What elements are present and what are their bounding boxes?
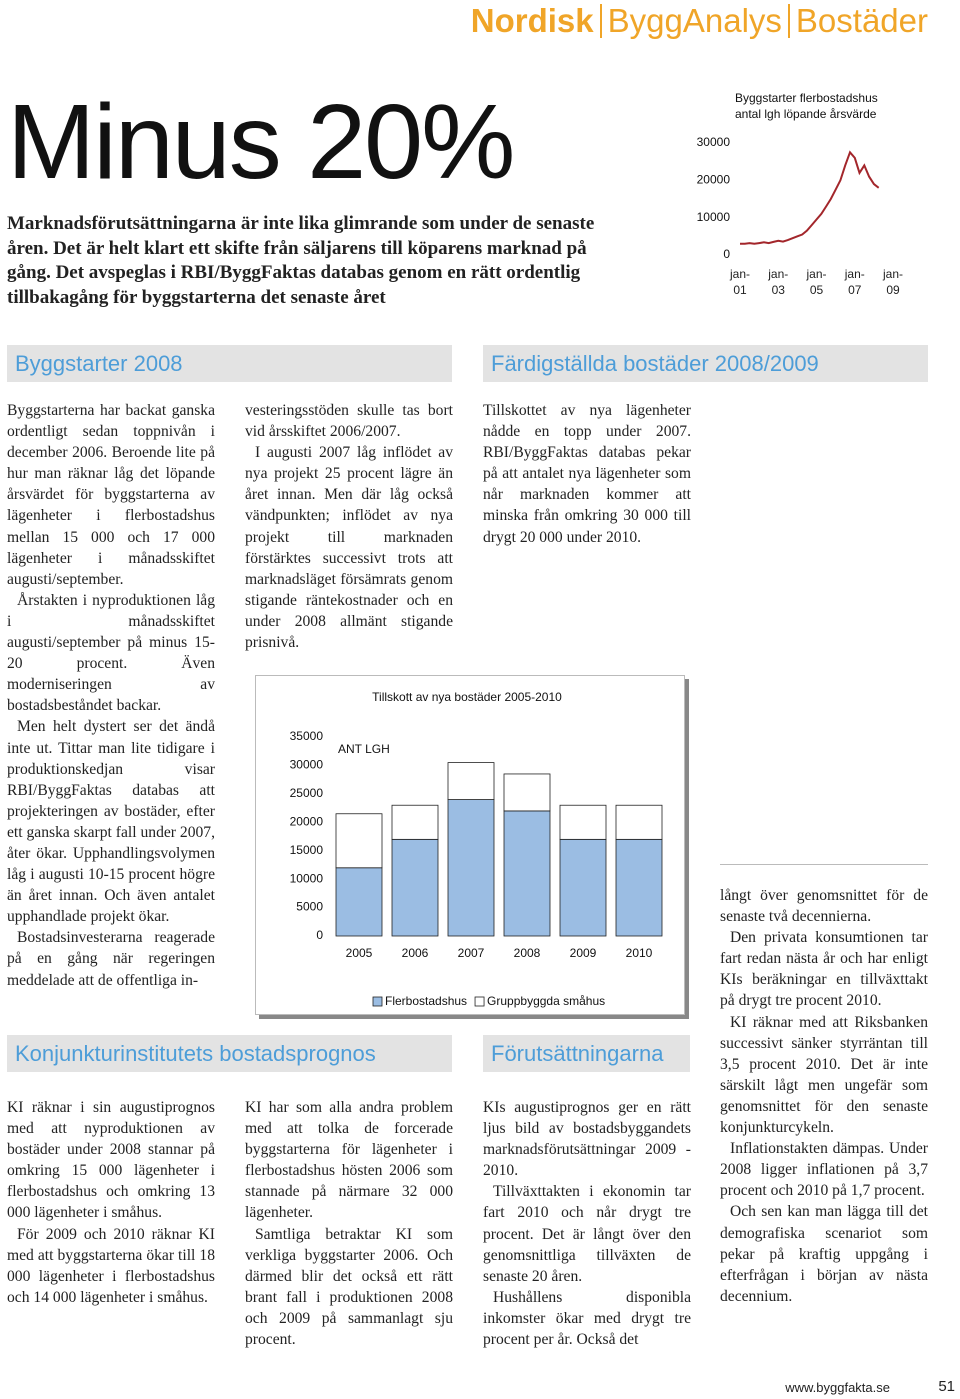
bar-segment [615, 838, 663, 937]
y-tick-label: 15000 [290, 843, 324, 857]
x-tick-label: jan- 03 [768, 267, 789, 297]
section-name: Bostäder [795, 2, 928, 39]
paragraph: Tillväxttakten i ekonomin tar fart 2010 … [483, 1183, 691, 1285]
chart-title: Byggstarter flerbostadshus [735, 91, 878, 105]
text-column: KI räknar i sin augustiprognos med att n… [7, 1097, 215, 1308]
section-heading: Förutsättningarna [483, 1035, 690, 1072]
x-tick-label: jan- 05 [806, 267, 827, 297]
paragraph: Årstakten i nyproduktionen låg i månadss… [7, 591, 215, 715]
paragraph: långt över genomsnittet för de senaste t… [720, 887, 928, 926]
y-tick-label: 0 [723, 247, 730, 261]
bar-segment [503, 773, 551, 812]
bar-segment [503, 810, 551, 937]
bar-segment [615, 804, 663, 840]
page-number: 51 [938, 1378, 955, 1395]
section-heading: Byggstarter 2008 [7, 345, 452, 382]
paragraph: Hushållens disponibla inkomster ökar med… [483, 1288, 691, 1349]
x-tick-label: jan- 09 [882, 267, 903, 297]
y-tick-label: 35000 [290, 729, 324, 743]
masthead: Nordisk ByggAnalys Bostäder [471, 2, 928, 40]
paragraph: För 2009 och 2010 räknar KI med att bygg… [7, 1225, 215, 1306]
paragraph: Bostadsinvesterarna reagerade på en gång… [7, 929, 215, 989]
series-name: ByggAnalys [607, 2, 782, 39]
y-tick-label: 10000 [697, 210, 731, 224]
axis-label: ANT LGH [338, 742, 390, 756]
y-tick-label: 10000 [290, 871, 324, 885]
bar-segment [335, 867, 383, 937]
text-column: Tillskottet av nya lägenheter nådde en t… [483, 400, 691, 548]
separator [599, 4, 602, 38]
x-tick-label: jan- 01 [729, 267, 750, 297]
x-tick-label: jan- 07 [844, 267, 865, 297]
paragraph: KIs augustiprognos ger en rätt ljus bild… [483, 1099, 691, 1180]
footer-url: www.byggfakta.se [785, 1380, 890, 1395]
paragraph: Tillskottet av nya lägenheter nådde en t… [483, 402, 691, 546]
separator [787, 4, 790, 38]
x-tick-label: 2008 [514, 946, 541, 960]
bar-segment [559, 838, 607, 937]
y-tick-label: 30000 [290, 758, 324, 772]
y-tick-label: 25000 [290, 786, 324, 800]
paragraph: I augusti 2007 låg inflödet av nya proje… [245, 444, 453, 652]
x-tick-label: 2010 [626, 946, 653, 960]
bar-segment [559, 804, 607, 840]
y-tick-label: 30000 [697, 135, 731, 149]
legend-swatch [474, 996, 485, 1007]
paragraph: Inflationstakten dämpas. Under 2008 ligg… [720, 1140, 928, 1200]
bar-chart: Tillskott av nya bostäder 2005-2010 ANT L… [255, 675, 685, 1015]
x-tick-label: 2007 [458, 946, 485, 960]
paragraph: KI räknar med att Riksbanken successivt … [720, 1013, 928, 1137]
data-line [740, 150, 880, 245]
text-column: vesteringsstöden skulle tas bort vid års… [245, 400, 453, 653]
x-tick-label: 2005 [346, 946, 373, 960]
bar-chart-svg: Tillskott av nya bostäder 2005-2010 ANT L… [290, 690, 663, 1008]
x-tick-label: 2006 [402, 946, 429, 960]
paragraph: vesteringsstöden skulle tas bort vid års… [245, 402, 453, 441]
line-chart-svg: Byggstarter flerbostadshus antal lgh löpa… [697, 91, 880, 261]
text-column: långt över genomsnittet för de senaste t… [720, 885, 928, 1307]
chart-subtitle: antal lgh löpande årsvärde [735, 107, 877, 121]
bar-segment [335, 813, 383, 869]
lead: Marknadsförutsättningarna är inte lika g… [7, 213, 595, 308]
paragraph: Den privata konsumtionen tar fart redan … [720, 929, 928, 1010]
text-column: KI har som alla andra problem med att to… [245, 1097, 453, 1350]
y-tick-label: 20000 [697, 173, 731, 187]
paragraph: Och sen kan man lägga till det demografi… [720, 1203, 928, 1305]
x-tick-label: 2009 [570, 946, 597, 960]
article-title: Minus 20% [7, 83, 515, 201]
text-column: Byggstarterna har backat ganska ordentli… [7, 400, 215, 991]
paragraph: KI räknar i sin augustiprognos med att n… [7, 1099, 215, 1222]
line-chart: Byggstarter flerbostadshus antal lgh löpa… [680, 78, 928, 331]
y-tick-label: 0 [316, 928, 323, 942]
brand: Nordisk [470, 2, 594, 39]
legend-label: Flerbostadshus [385, 994, 467, 1008]
paragraph: KI har som alla andra problem med att to… [245, 1099, 453, 1222]
chart-title: Tillskott av nya bostäder 2005-2010 [372, 690, 562, 704]
bar-segment [447, 799, 495, 937]
rule [720, 864, 928, 865]
text-column: KIs augustiprognos ger en rätt ljus bild… [483, 1097, 691, 1350]
legend-label: Gruppbyggda småhus [487, 994, 605, 1008]
paragraph: Men helt dystert ser det ändå inte ut. T… [7, 718, 215, 926]
section-heading: Färdigställda bostäder 2008/2009 [483, 345, 928, 382]
bar-segment [447, 762, 495, 800]
section-heading: Konjunkturinstitutets bostadsprognos [7, 1035, 452, 1072]
y-tick-label: 20000 [290, 814, 324, 828]
bar-segment [391, 838, 439, 937]
bar-segment [391, 804, 439, 840]
paragraph: Samtliga betraktar KI som verkliga byggs… [245, 1225, 453, 1349]
legend-swatch [372, 996, 383, 1007]
paragraph: Byggstarterna har backat ganska ordentli… [7, 402, 215, 588]
y-tick-label: 5000 [296, 900, 323, 914]
